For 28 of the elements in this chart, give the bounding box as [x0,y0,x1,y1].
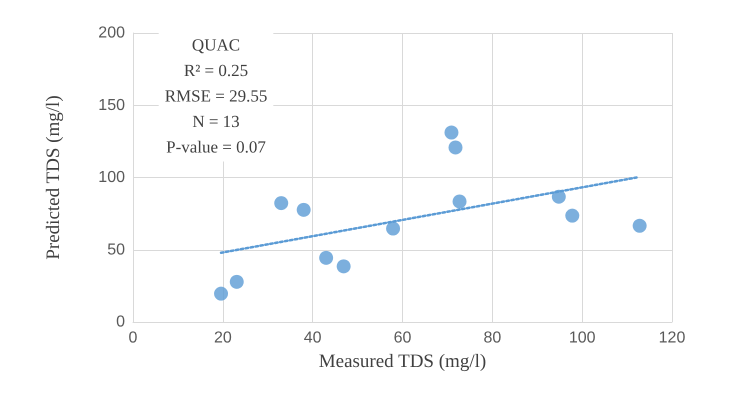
x-tick-label: 60 [394,330,412,346]
x-tick-label: 0 [128,330,138,346]
y-tick-label: 150 [98,96,126,114]
point [565,208,580,223]
point [214,286,228,301]
annotation: QUAC R² = 0.25 RMSE = 29.55 N = 13 P-value = 0.07 [164,35,268,156]
y-tick-label: 50 [107,241,126,258]
point [274,196,288,210]
x-tick-label: 20 [214,330,232,346]
y-tick-label: 200 [98,24,126,42]
point [386,222,400,236]
x-tick-label: 100 [568,330,596,346]
y-tick-label: 0 [116,314,126,330]
x-tick-label: 120 [658,330,686,346]
point [230,274,244,289]
point [552,190,566,204]
y-axis-title: Predicted TDS (mg/l) [43,95,64,260]
point [336,259,351,274]
y-tick-label: 100 [98,169,126,186]
x-tick-label: 80 [483,330,502,346]
point [296,202,311,217]
point [444,126,458,140]
x-tick-label: 40 [304,330,322,346]
point [452,194,467,208]
point [319,250,334,265]
x-axis-title: Measured TDS (mg/l) [318,351,486,372]
point [632,218,647,233]
point [448,140,462,154]
